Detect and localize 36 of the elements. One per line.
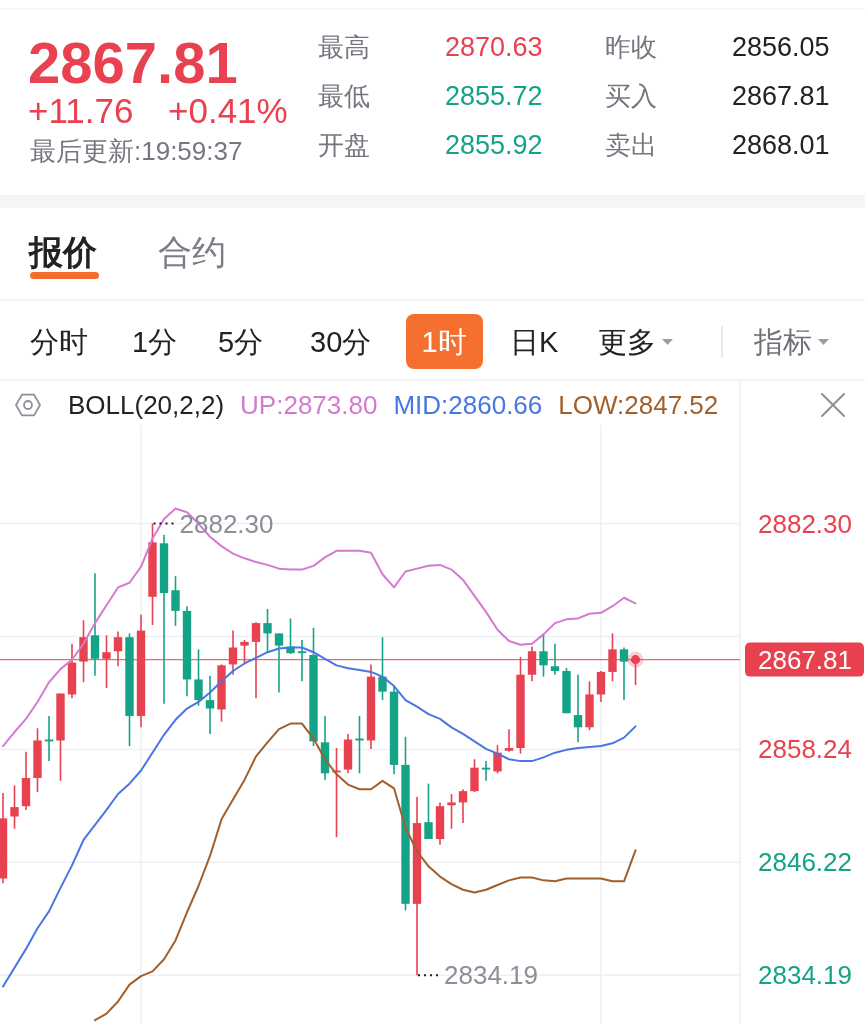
text: 最低: [318, 81, 370, 111]
text: 买入: [605, 81, 657, 111]
text: 2855.92: [445, 130, 543, 160]
text: 昨收: [605, 32, 657, 62]
text: 5分: [218, 326, 264, 358]
line-series: [2, 507, 637, 748]
text: 更多: [598, 326, 656, 358]
text: 最高: [318, 32, 370, 62]
annotation: 2834.19: [444, 960, 538, 991]
text: 1时: [421, 326, 467, 358]
text: 2855.72: [445, 81, 543, 111]
text: 日K: [510, 326, 559, 358]
text: 30分: [310, 326, 372, 358]
text: 2856.05: [732, 32, 830, 62]
y-tick-label: 2858.24: [758, 734, 852, 765]
line-series: [94, 722, 637, 1022]
text: 合约: [158, 233, 226, 271]
text: LOW:2847.52: [558, 390, 719, 420]
ref-line-label: 2867.81: [758, 644, 852, 675]
y-tick-label: 2846.22: [758, 847, 852, 878]
text: 最后更新:19:59:37: [30, 136, 243, 166]
line-series: [2, 646, 637, 988]
text: 开盘: [318, 130, 370, 160]
text: 卖出: [605, 130, 657, 160]
text: 报价: [27, 233, 98, 271]
text: MID:2860.66: [393, 390, 543, 420]
text: 2870.63: [445, 32, 543, 62]
text: 2867.81: [732, 81, 830, 111]
y-tick-label: 2882.30: [758, 508, 852, 539]
text: 2868.01: [732, 130, 830, 160]
text: 指标: [753, 326, 812, 358]
text: UP:2873.80: [240, 390, 378, 420]
text: 1分: [132, 326, 178, 358]
y-tick-label: 2834.19: [758, 960, 852, 991]
legend-title: BOLL(20,2,2): [68, 390, 225, 420]
text: 分时: [30, 326, 88, 358]
